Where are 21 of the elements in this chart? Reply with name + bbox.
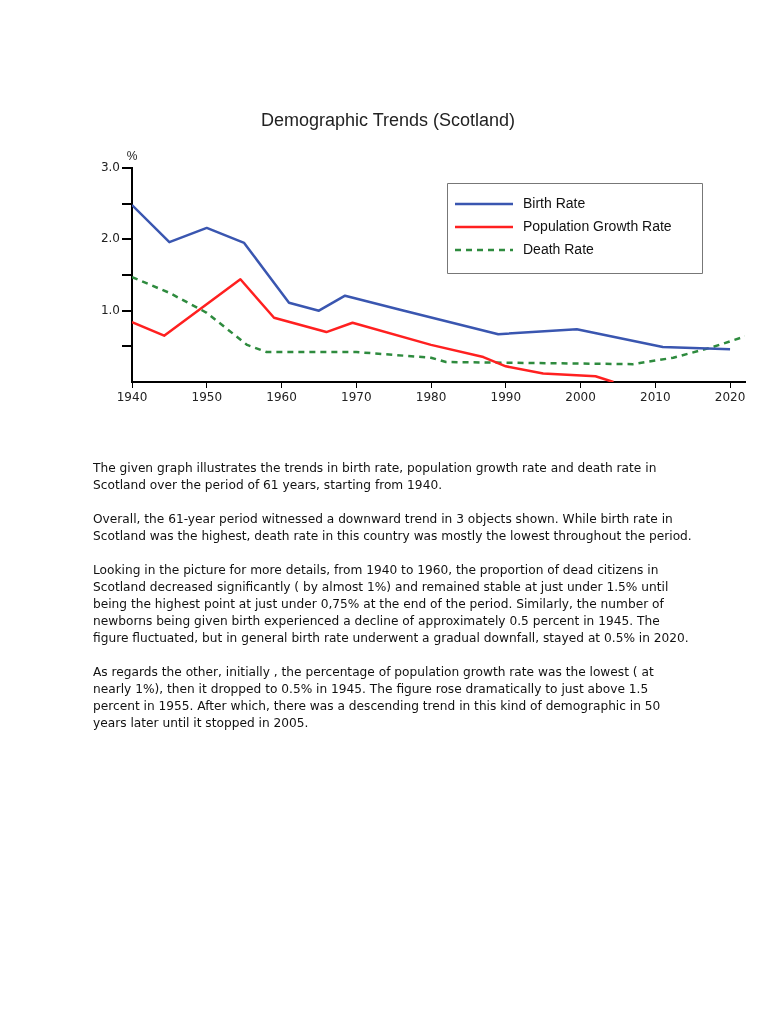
x-tick-label: 1990 <box>490 390 522 405</box>
y-tick-label: 3.0 <box>100 160 120 175</box>
x-tick-label: 1940 <box>116 390 148 405</box>
text: Overall, the 61-year period witnessed a downward trend in 3 objects shown. While birth rate in Scotland was the highest, death rate in this country was mostly the lowest throughout the period. <box>93 511 693 545</box>
chart-title: Demographic Trends (Scotland) <box>260 110 516 130</box>
x-tick-label: 1960 <box>266 390 297 405</box>
x-tick-label: 2000 <box>565 390 596 405</box>
x-tick-label: 2010 <box>640 390 671 405</box>
x-tick-label: 1970 <box>340 390 372 405</box>
y-tick-label: 1.0 <box>100 302 120 317</box>
legend-label: Population Growth Rate <box>523 217 672 234</box>
text: As regards the other, initially , the percentage of population growth rate was the lowest ( at nearly 1%), then it dropped to 0.5% in 1945. The figure rose dramatically to just above 1.5 percent in 1955. After which, there was a descending trend in this kind of demographic in 50 years later until it stopped in 2005. <box>93 664 662 732</box>
legend-label: Birth Rate <box>523 194 586 211</box>
y-tick-label: 2.0 <box>100 231 120 246</box>
x-tick-label: 2020 <box>714 390 746 405</box>
legend-label: Death Rate <box>523 240 595 257</box>
x-tick-label: 1980 <box>415 390 447 405</box>
y-axis-title: % <box>126 149 138 163</box>
x-tick-label: 1950 <box>191 390 223 405</box>
text: The given graph illustrates the trends in birth rate, population growth rate and death rate in Scotland over the period of 61 years, starting from 1940. <box>93 460 658 494</box>
text: Looking in the picture for more details, from 1940 to 1960, the proportion of dead citizens in Scotland decreased significantly ( by almost 1%) and remained stable at just under 1.5% until being the highest point at just under 0,75% at the end of the period. Similarly, the number of newborns being given birth experienced a decline of approximately 0.5 percent in 1945. The figure fluctuated, but in general birth rate underwent a gradual downfall, stayed at 0.5% in 2020. <box>93 562 690 647</box>
